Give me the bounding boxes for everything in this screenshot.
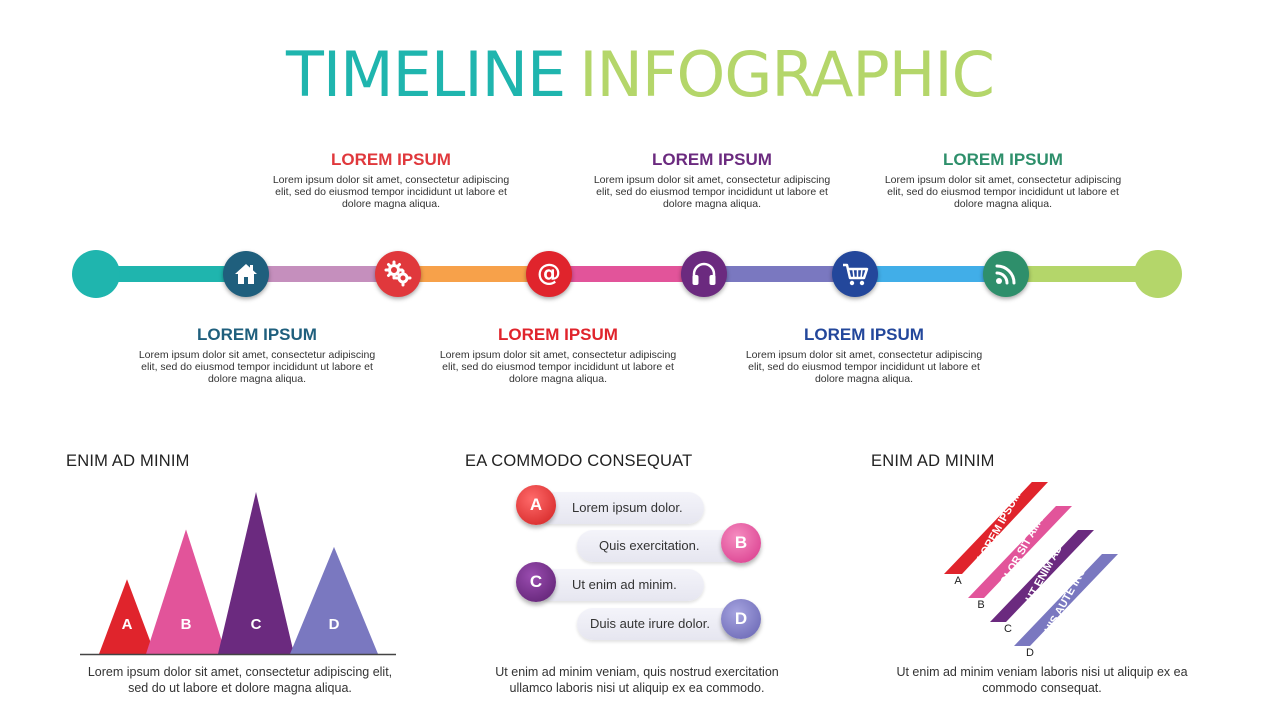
- title-part-1: TIMELINE: [286, 38, 566, 111]
- ribbon-letter-b: B: [977, 599, 984, 611]
- timeline-segment-1: [96, 266, 246, 282]
- timeline-block-5: LOREM IPSUM Lorem ipsum dolor sit amet, …: [438, 325, 678, 385]
- step-text-b: Quis exercitation.: [599, 538, 700, 553]
- chart-section-heading: ENIM AD MINIM: [66, 452, 190, 470]
- chart-label-d: D: [329, 616, 340, 633]
- chart-label-c: C: [251, 616, 262, 633]
- timeline-block-heading: LOREM IPSUM: [804, 325, 924, 344]
- chart-bar-b: [146, 529, 226, 654]
- ribbon-d: DUIS AUTE IRURE D: [1014, 553, 1118, 659]
- timeline-start-dot: [72, 250, 120, 298]
- timeline-segment-7: [1006, 266, 1158, 282]
- timeline-end-dot: [1134, 250, 1182, 298]
- timeline-block-heading: LOREM IPSUM: [197, 325, 317, 344]
- timeline-block-3: LOREM IPSUM Lorem ipsum dolor sit amet, …: [883, 150, 1123, 210]
- chart-bar-c: [218, 492, 294, 654]
- step-text-a: Lorem ipsum dolor.: [572, 500, 683, 515]
- page-title: TIMELINE INFOGRAPHIC: [0, 38, 1280, 111]
- timeline-block-heading: LOREM IPSUM: [331, 150, 451, 169]
- step-badge-a: A: [516, 485, 556, 525]
- rss-icon: [995, 264, 1016, 285]
- chart-caption-line-1: Lorem ipsum dolor sit amet, consectetur …: [87, 665, 393, 679]
- chart-caption-line-2: sed do ut labore et dolore magna aliqua.: [128, 681, 352, 695]
- home-icon: [235, 264, 257, 284]
- timeline-node-1: [223, 251, 269, 297]
- timeline-block-text: Lorem ipsum dolor sit amet, consectetur …: [439, 349, 677, 385]
- svg-text:@: @: [537, 260, 561, 287]
- timeline-block-heading: LOREM IPSUM: [943, 150, 1063, 169]
- timeline-block-text: Lorem ipsum dolor sit amet, consectetur …: [272, 174, 510, 210]
- timeline-block-4: LOREM IPSUM Lorem ipsum dolor sit amet, …: [137, 325, 377, 385]
- timeline-block-text: Lorem ipsum dolor sit amet, consectetur …: [138, 349, 376, 385]
- timeline-block-heading: LOREM IPSUM: [652, 150, 772, 169]
- step-badge-d: D: [721, 599, 761, 639]
- ribbons-caption-line-2: commodo consequat.: [982, 681, 1102, 695]
- timeline-segment-4: [549, 266, 704, 282]
- timeline-block-1: LOREM IPSUM Lorem ipsum dolor sit amet, …: [271, 150, 511, 210]
- steps-caption-line-1: Ut enim ad minim veniam, quis nostrud ex…: [495, 665, 779, 679]
- timeline-node-3: @: [526, 251, 572, 297]
- chart-caption: Lorem ipsum dolor sit amet, consectetur …: [40, 664, 440, 696]
- step-badge-c: C: [516, 562, 556, 602]
- step-pill-c: Ut enim ad minim.: [536, 569, 704, 601]
- ribbons-caption-line-1: Ut enim ad minim veniam laboris nisi ut …: [896, 665, 1188, 679]
- shopping-cart-icon: [843, 263, 869, 286]
- headphones-icon: [692, 262, 716, 285]
- step-pill-b: Quis exercitation.: [577, 530, 745, 562]
- ribbon-text-c: UT ENIM AD: [1024, 543, 1065, 605]
- timeline-block-text: Lorem ipsum dolor sit amet, consectetur …: [884, 174, 1122, 210]
- triangle-chart: A B C D: [80, 492, 396, 656]
- timeline-block-text: Lorem ipsum dolor sit amet, consectetur …: [593, 174, 831, 210]
- timeline-node-5: [832, 251, 878, 297]
- at-sign-icon: @: [537, 260, 561, 287]
- timeline-block-text: Lorem ipsum dolor sit amet, consectetur …: [745, 349, 983, 385]
- ribbon-diagram: LOREM IPSUM A DOLOR SIT AMTE B UT ENIM A…: [944, 482, 1118, 659]
- gears-icon: [384, 260, 412, 287]
- timeline-block-heading: LOREM IPSUM: [498, 325, 618, 344]
- chart-label-a: A: [122, 616, 133, 633]
- ribbons-caption: Ut enim ad minim veniam laboris nisi ut …: [842, 664, 1242, 696]
- chart-bar-d: [290, 546, 378, 654]
- chart-bar-a: [99, 579, 155, 654]
- steps-caption: Ut enim ad minim veniam, quis nostrud ex…: [437, 664, 837, 696]
- step-text-d: Duis aute irure dolor.: [590, 616, 710, 631]
- ribbon-letter-a: A: [954, 575, 962, 587]
- timeline-node-2: [375, 251, 421, 297]
- timeline-segment-3: [398, 266, 549, 282]
- title-part-2: INFOGRAPHIC: [579, 38, 995, 111]
- timeline-node-6: [983, 251, 1029, 297]
- timeline-block-6: LOREM IPSUM Lorem ipsum dolor sit amet, …: [744, 325, 984, 385]
- timeline-node-4: [681, 251, 727, 297]
- steps-caption-line-2: ullamco laboris nisi ut aliquip ex ea co…: [509, 681, 765, 695]
- timeline-segment-6: [855, 266, 1006, 282]
- ribbon-letter-c: C: [1004, 623, 1012, 635]
- chart-label-b: B: [181, 616, 192, 633]
- ribbon-letter-d: D: [1026, 647, 1034, 659]
- ribbons-section-heading: ENIM AD MINIM: [871, 452, 995, 470]
- step-text-c: Ut enim ad minim.: [572, 577, 677, 592]
- step-pill-d: Duis aute irure dolor.: [577, 608, 745, 640]
- timeline-segment-5: [704, 266, 855, 282]
- step-badge-b: B: [721, 523, 761, 563]
- steps-section-heading: EA COMMODO CONSEQUAT: [465, 452, 693, 470]
- step-pill-a: Lorem ipsum dolor.: [536, 492, 704, 524]
- timeline-segment-2: [246, 266, 398, 282]
- timeline-block-2: LOREM IPSUM Lorem ipsum dolor sit amet, …: [592, 150, 832, 210]
